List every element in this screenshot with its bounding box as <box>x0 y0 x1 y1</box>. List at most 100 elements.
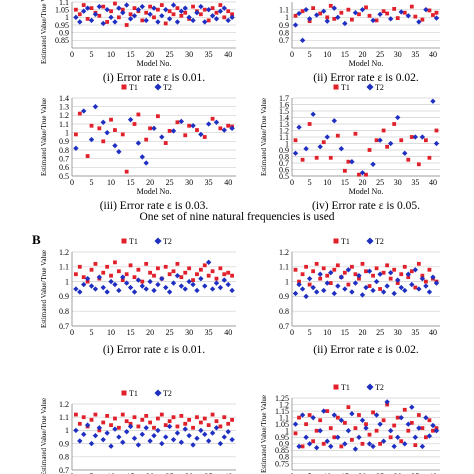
point-t1 <box>101 270 106 275</box>
point-t2 <box>186 432 192 439</box>
point-t2 <box>139 431 145 438</box>
point-t2 <box>377 271 383 277</box>
point-t1 <box>175 6 180 11</box>
x-tick-label: 30 <box>394 328 402 337</box>
point-t1 <box>93 412 98 417</box>
point-t1 <box>409 4 414 9</box>
point-t2 <box>296 281 302 288</box>
legend-label: T1 <box>341 383 350 392</box>
x-tick-label: 40 <box>429 178 437 187</box>
point-t2 <box>100 436 106 443</box>
point-t1 <box>218 3 223 7</box>
point-t1 <box>116 15 121 20</box>
point-t2 <box>73 14 79 21</box>
point-t2 <box>328 270 334 276</box>
point-t2 <box>198 275 204 282</box>
point-t1 <box>367 148 372 152</box>
point-t1 <box>109 273 113 278</box>
legend-marker-t1 <box>333 238 339 244</box>
point-t2 <box>395 114 401 121</box>
point-t1 <box>392 7 397 11</box>
point-t2 <box>433 280 440 286</box>
point-t2 <box>419 134 426 140</box>
y-tick-label: 1.1 <box>59 120 69 129</box>
point-t2 <box>182 426 188 432</box>
legend-label: T2 <box>163 389 172 398</box>
point-t1 <box>318 11 323 16</box>
x-tick-label: 10 <box>323 178 331 187</box>
point-t2 <box>96 3 103 10</box>
y-tick-label: 0.6 <box>59 163 69 172</box>
x-tick-label: 5 <box>308 50 312 59</box>
point-t2 <box>143 160 149 166</box>
x-tick-label: 40 <box>224 328 232 337</box>
point-t1 <box>74 412 78 417</box>
point-t2 <box>380 438 387 444</box>
x-tick-label: 25 <box>376 50 384 59</box>
point-t2 <box>359 292 366 298</box>
point-t2 <box>331 290 337 297</box>
x-tick-label: 15 <box>341 178 349 187</box>
point-t1 <box>206 18 211 23</box>
point-t2 <box>221 434 227 440</box>
point-t2 <box>194 287 200 294</box>
point-t2 <box>412 434 419 440</box>
point-t1 <box>144 261 149 266</box>
legend-label: T1 <box>341 237 350 246</box>
x-tick-label: 30 <box>394 472 402 474</box>
point-t2 <box>151 287 157 294</box>
point-t2 <box>416 425 422 431</box>
point-t1 <box>424 435 428 440</box>
point-t1 <box>339 10 344 15</box>
point-t1 <box>392 423 397 428</box>
point-t2 <box>104 289 110 295</box>
point-t1 <box>332 435 337 440</box>
point-t1 <box>175 120 180 125</box>
point-t2 <box>123 280 130 286</box>
y-tick-label: 0.7 <box>279 322 289 331</box>
x-tick-label: 15 <box>127 50 135 59</box>
x-tick-label: 5 <box>90 178 94 187</box>
y-tick-label: 0.7 <box>279 159 289 168</box>
y-tick-label: 0.5 <box>59 172 69 181</box>
y-tick-label: 0.7 <box>59 154 69 163</box>
point-t2 <box>229 14 235 21</box>
panel-label-b: B <box>32 232 41 247</box>
point-t2 <box>359 417 366 423</box>
point-t1 <box>97 13 102 18</box>
point-t1 <box>156 114 160 119</box>
point-t1 <box>416 261 421 266</box>
point-t1 <box>210 412 215 417</box>
point-t1 <box>183 133 188 138</box>
point-t1 <box>105 20 110 24</box>
point-t1 <box>364 5 368 10</box>
y-tick-label: 0.9 <box>279 146 289 155</box>
point-t1 <box>195 272 199 277</box>
point-t2 <box>108 278 114 285</box>
x-tick-label: 15 <box>127 472 135 474</box>
point-t1 <box>167 9 172 14</box>
point-t2 <box>419 443 426 450</box>
point-t1 <box>353 272 358 277</box>
point-t1 <box>385 144 390 149</box>
point-t1 <box>332 267 337 272</box>
point-t1 <box>367 432 372 437</box>
point-t2 <box>202 19 208 25</box>
point-t2 <box>317 271 323 277</box>
point-t1 <box>77 12 82 17</box>
point-t1 <box>136 424 141 429</box>
legend-marker-t2 <box>154 237 162 245</box>
point-t1 <box>395 415 400 420</box>
y-tick-label: 1.4 <box>279 113 289 122</box>
point-t1 <box>402 264 407 269</box>
point-t2 <box>190 123 196 129</box>
point-t2 <box>384 283 390 289</box>
x-tick-label: 0 <box>70 50 74 59</box>
point-t2 <box>186 278 192 285</box>
y-tick-label: 1 <box>285 139 289 148</box>
point-t2 <box>303 146 309 152</box>
point-t2 <box>328 443 334 450</box>
x-tick-label: 20 <box>146 328 154 337</box>
